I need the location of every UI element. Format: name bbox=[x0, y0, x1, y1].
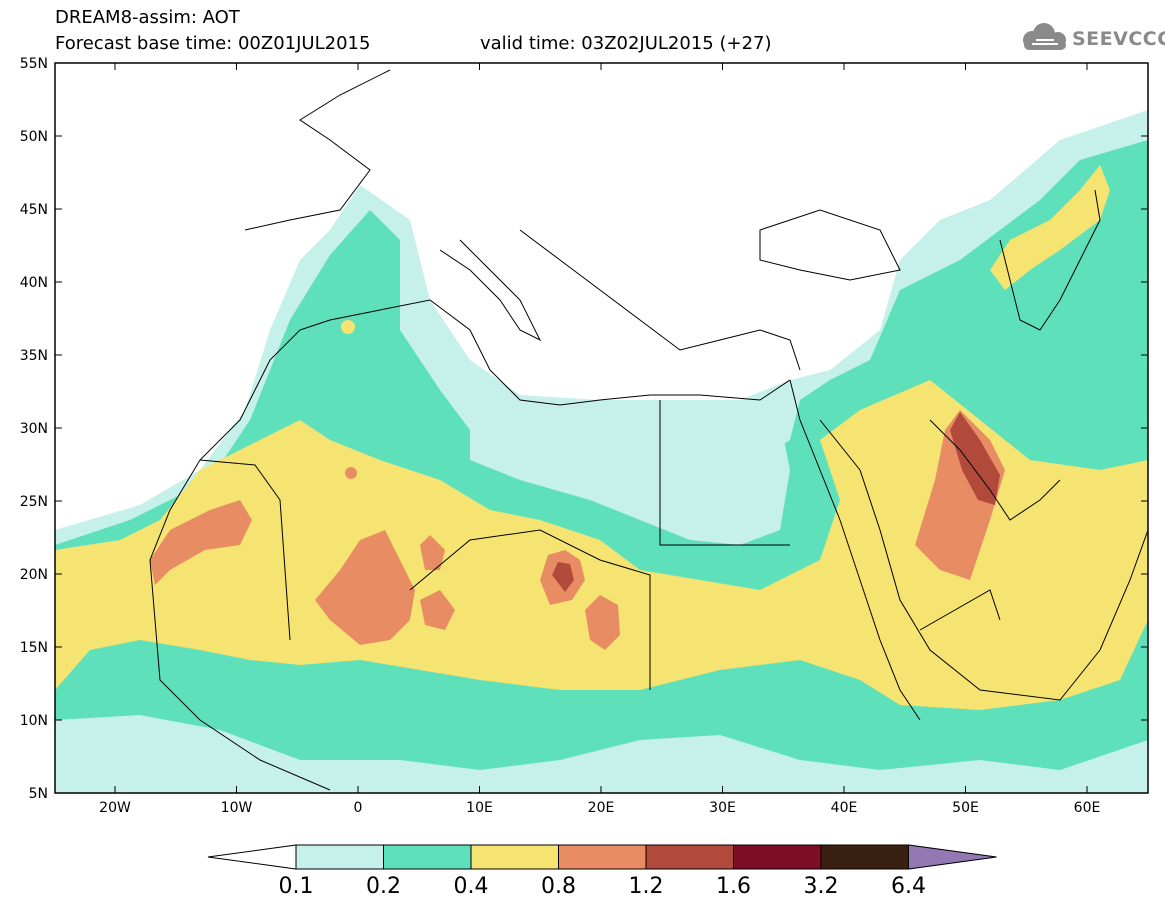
coast-caspian bbox=[999, 189, 1101, 331]
colorbar-swatch bbox=[470, 844, 559, 870]
aot-contour-0.4 bbox=[55, 380, 1148, 710]
coast-red-sea bbox=[789, 379, 921, 721]
coast-balkans bbox=[519, 229, 801, 371]
lat-tick-label: 35N bbox=[20, 348, 48, 364]
aot-contour-1.2-gulf bbox=[950, 412, 1000, 505]
coast-arabia bbox=[819, 419, 1148, 701]
colorbar-label: 6.4 bbox=[891, 874, 926, 899]
coast-italy bbox=[439, 239, 542, 342]
colorbar-swatch bbox=[733, 844, 822, 870]
aot-contour-0.1-south bbox=[55, 715, 1148, 793]
border-sahara-1 bbox=[199, 459, 291, 641]
colorbar-swatch bbox=[558, 844, 647, 870]
lat-axis: 5N 10N 15N 20N 25N 30N 35N 40N 45N 50N 55N bbox=[20, 56, 1148, 802]
border-egypt bbox=[659, 400, 790, 546]
colorbar: 0.1 0.2 0.4 0.8 1.2 1.6 3.2 6.4 bbox=[207, 844, 997, 899]
aot-contour-0.8-mali bbox=[315, 530, 415, 645]
lon-axis: 20W 10W 0 10E 20E 30E 40E 50E 60E bbox=[99, 63, 1100, 816]
aot-contour-0.8-algeria bbox=[420, 535, 445, 570]
coast-north-africa bbox=[299, 299, 791, 406]
colorbar-swatch bbox=[383, 844, 472, 870]
aot-contour-0.8-morocco bbox=[341, 320, 355, 334]
colorbar-over-triangle bbox=[908, 844, 997, 870]
lon-tick-label: 0 bbox=[354, 800, 363, 816]
colorbar-label: 0.4 bbox=[454, 874, 489, 899]
aot-contour-0.8-mauritania bbox=[150, 500, 252, 585]
lat-tick-label: 40N bbox=[20, 275, 48, 291]
lon-tick-label: 40E bbox=[831, 800, 858, 816]
lon-tick-label: 50E bbox=[952, 800, 979, 816]
cloud-icon bbox=[1023, 23, 1066, 50]
lat-tick-label: 20N bbox=[20, 567, 48, 583]
colorbar-label: 1.2 bbox=[629, 874, 664, 899]
coast-black-sea bbox=[759, 209, 901, 281]
colorbar-label: 0.2 bbox=[366, 874, 401, 899]
border-sahara-2 bbox=[409, 529, 651, 690]
coastlines bbox=[149, 69, 1148, 791]
border-arabia bbox=[919, 589, 1001, 631]
lat-tick-label: 55N bbox=[20, 56, 48, 72]
coast-iberia-france bbox=[244, 69, 391, 231]
aot-contour-0.1-egypt bbox=[470, 420, 790, 545]
lat-tick-label: 10N bbox=[20, 713, 48, 729]
lon-tick-label: 20E bbox=[588, 800, 615, 816]
map-title: DREAM8-assim: AOT bbox=[55, 7, 240, 28]
colorbar-swatch bbox=[295, 844, 384, 870]
lon-tick-label: 60E bbox=[1074, 800, 1101, 816]
colorbar-label: 1.6 bbox=[716, 874, 751, 899]
lon-tick-label: 10E bbox=[466, 800, 493, 816]
lon-tick-label: 10W bbox=[221, 800, 253, 816]
aot-contour-0.8-niger bbox=[420, 590, 455, 630]
coast-gulf bbox=[929, 419, 1061, 521]
valid-time: valid time: 03Z02JUL2015 (+27) bbox=[480, 33, 772, 54]
forecast-base-time: Forecast base time: 00Z01JUL2015 bbox=[55, 33, 371, 54]
aot-contour-1.2-tibesti bbox=[552, 562, 574, 592]
aot-contour-0.8-algeria-dot bbox=[345, 467, 357, 479]
aot-field bbox=[55, 63, 1148, 793]
colorbar-under-triangle bbox=[207, 844, 297, 870]
lon-tick-label: 20W bbox=[99, 800, 131, 816]
colorbar-label: 0.1 bbox=[279, 874, 314, 899]
lat-tick-label: 30N bbox=[20, 421, 48, 437]
colorbar-label: 0.8 bbox=[541, 874, 576, 899]
colorbar-label: 3.2 bbox=[804, 874, 839, 899]
lat-tick-label: 50N bbox=[20, 129, 48, 145]
aot-contour-0.4-caspian bbox=[990, 165, 1110, 290]
coast-west-africa bbox=[149, 329, 331, 791]
colorbar-swatch bbox=[645, 844, 734, 870]
colorbar-swatch bbox=[820, 844, 909, 870]
lon-tick-label: 30E bbox=[709, 800, 736, 816]
lat-tick-label: 5N bbox=[29, 786, 48, 802]
logo-text: SEEVCCC bbox=[1072, 28, 1165, 50]
lat-tick-label: 25N bbox=[20, 494, 48, 510]
lat-tick-label: 15N bbox=[20, 640, 48, 656]
aot-contour-0.8-chad bbox=[585, 595, 620, 650]
lat-tick-label: 45N bbox=[20, 202, 48, 218]
